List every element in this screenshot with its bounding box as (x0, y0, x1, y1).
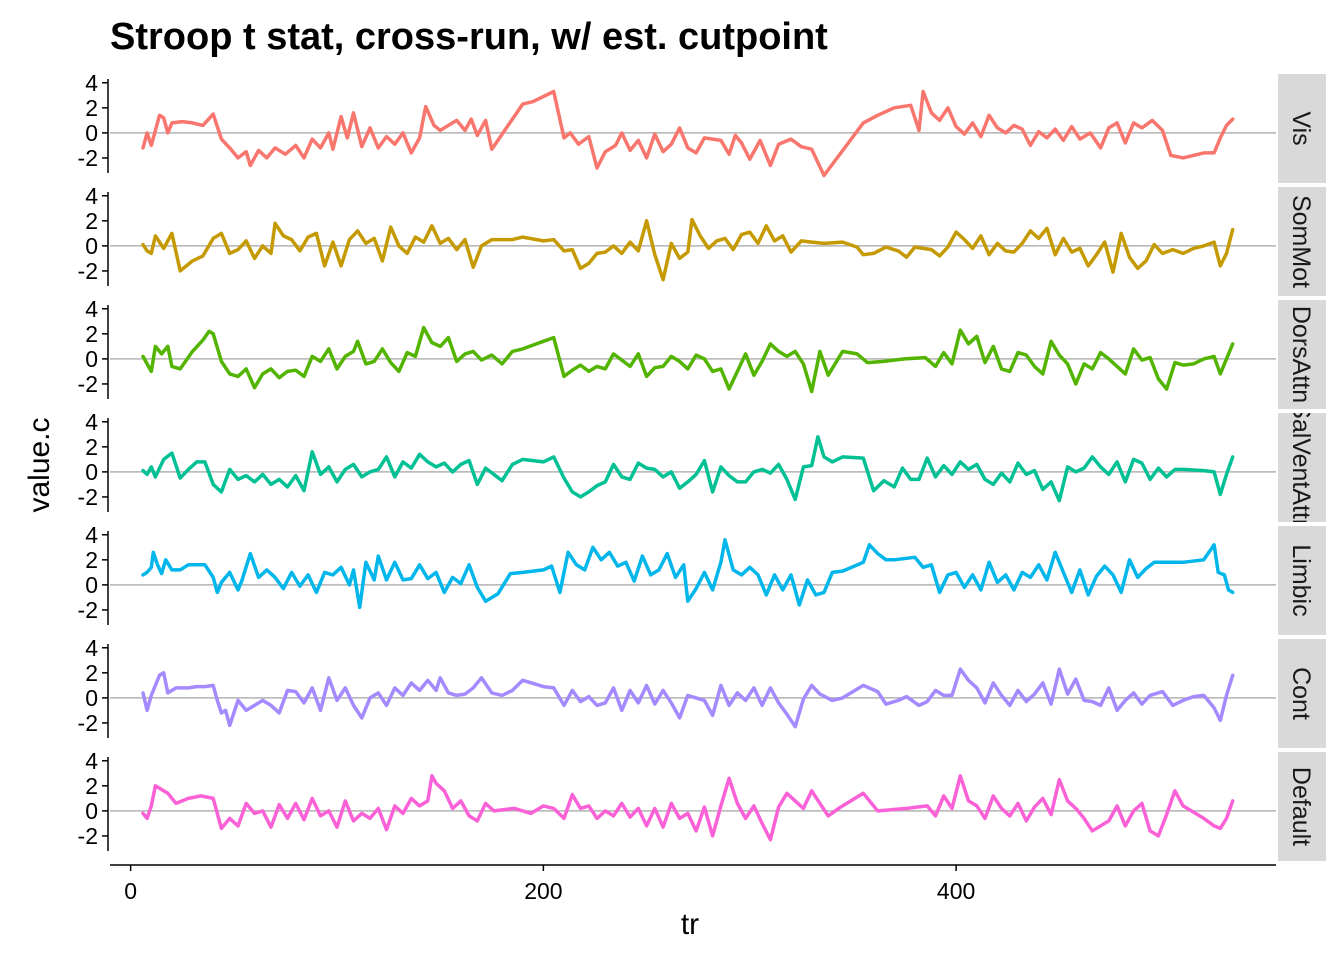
series-line-vis (141, 89, 1235, 178)
series-line-dorsattn (141, 325, 1235, 394)
y-tick-label: 0 (85, 798, 98, 824)
y-tick-label: -2 (78, 484, 98, 510)
y-tick-label: -2 (78, 371, 98, 397)
y-tick-label: 2 (85, 547, 98, 573)
y-tick-label: 0 (85, 459, 98, 485)
facet-strip (1278, 300, 1326, 409)
y-tick-label: -2 (78, 145, 98, 171)
facet-strip-label: SalVentAttn (1287, 402, 1315, 533)
y-tick-label: 2 (85, 434, 98, 460)
y-tick-label: 0 (85, 685, 98, 711)
facet-strip-label-wrap: Limbic (1287, 544, 1315, 616)
y-tick-label: 2 (85, 773, 98, 799)
y-tick-label: -2 (78, 597, 98, 623)
y-tick-label: -2 (78, 710, 98, 736)
facet-strip (1278, 752, 1326, 861)
facet-strip-label: DorsAttn (1287, 306, 1315, 403)
y-tick-label: 0 (85, 572, 98, 598)
y-tick-label: 2 (85, 208, 98, 234)
facet-strip-label-wrap: SomMot (1287, 195, 1315, 288)
chart-title: Stroop t stat, cross-run, w/ est. cutpoi… (110, 16, 828, 58)
y-axis-title: value.c (23, 417, 56, 512)
series-line-limbic (141, 538, 1235, 610)
facet-strip (1278, 526, 1326, 635)
facet-strip (1278, 187, 1326, 296)
y-tick-label: -2 (78, 258, 98, 284)
y-tick-label: 4 (85, 183, 98, 209)
facet-strip-label-wrap: Vis (1287, 111, 1315, 145)
series-line-default (141, 774, 1235, 842)
facet-strip-label: Cont (1287, 667, 1315, 720)
x-tick-label: 200 (524, 878, 562, 904)
y-tick-label: -2 (78, 823, 98, 849)
y-tick-label: 0 (85, 233, 98, 259)
facet-strip-label: Limbic (1287, 544, 1315, 616)
y-tick-label: 2 (85, 321, 98, 347)
facet-strip-label: SomMot (1287, 195, 1315, 288)
y-tick-label: 4 (85, 296, 98, 322)
series-line-cont (141, 667, 1235, 729)
facet-strip-label: Default (1287, 767, 1315, 846)
series-line-sommot (141, 217, 1235, 282)
y-tick-label: 4 (85, 635, 98, 661)
x-axis: 0 200 400 (110, 864, 1276, 904)
facet-strip-label: Vis (1287, 111, 1315, 145)
y-tick-label: 4 (85, 522, 98, 548)
facet-strip-label-wrap: DorsAttn (1287, 306, 1315, 403)
x-tick-label: 400 (937, 878, 975, 904)
y-tick-label: 4 (85, 70, 98, 96)
y-tick-label: 4 (85, 409, 98, 435)
y-tick-label: 0 (85, 120, 98, 146)
series-line-salventattn (141, 435, 1235, 503)
facet-strip-label-wrap: Default (1287, 767, 1315, 846)
facet-strip-label-wrap: Cont (1287, 667, 1315, 720)
facet-strip (1278, 74, 1326, 183)
x-axis-title: tr (681, 908, 699, 941)
x-tick-label: 0 (124, 878, 137, 904)
y-tick-label: 2 (85, 95, 98, 121)
facet-strip (1278, 413, 1326, 522)
y-tick-label: 2 (85, 660, 98, 686)
facet-strip-label-wrap: SalVentAttn (1287, 402, 1315, 533)
facet-strip (1278, 639, 1326, 748)
y-tick-label: 0 (85, 346, 98, 372)
y-tick-label: 4 (85, 748, 98, 774)
